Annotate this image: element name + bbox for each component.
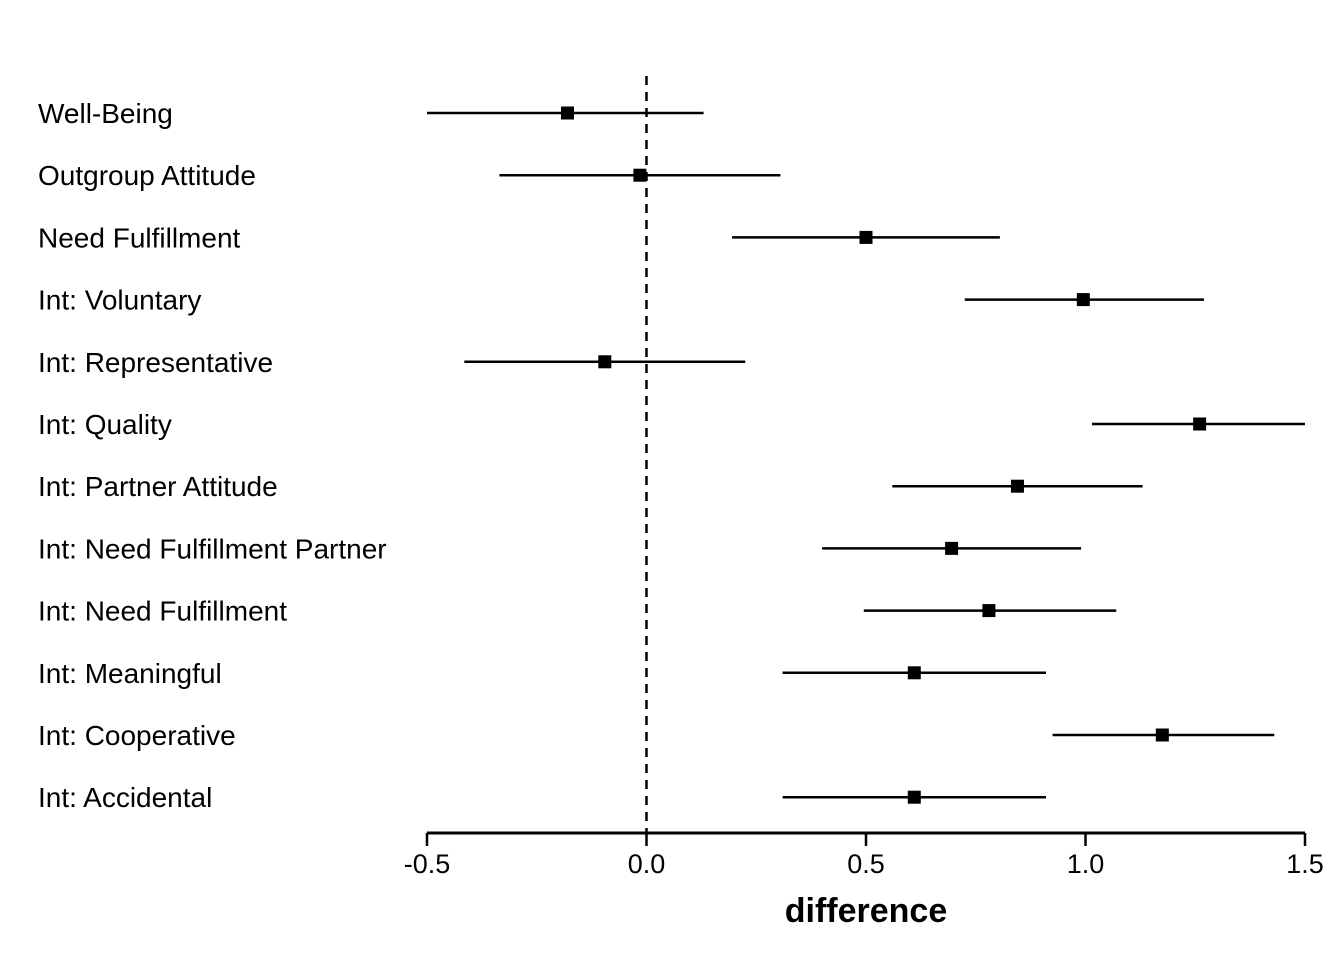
estimate-marker	[945, 541, 959, 555]
row-label: Int: Representative	[38, 347, 273, 378]
row-label: Well-Being	[38, 98, 173, 129]
x-axis-label: difference	[785, 892, 948, 930]
row-label: Need Fulfillment	[38, 222, 241, 253]
x-tick-label: 1.5	[1286, 849, 1324, 879]
estimate-marker	[598, 355, 612, 369]
estimate-marker	[1155, 728, 1169, 742]
estimate-marker	[560, 106, 574, 120]
row-label: Int: Accidental	[38, 782, 212, 813]
x-axis: -0.5 0.0 0.5 1.0 1.5	[404, 831, 1324, 879]
estimate-marker	[859, 230, 873, 244]
estimate-marker	[907, 790, 921, 804]
x-tick-label: 0.0	[628, 849, 666, 879]
x-tick-label: -0.5	[404, 849, 451, 879]
row-label: Int: Meaningful	[38, 658, 222, 689]
estimate-marker	[633, 168, 647, 182]
estimate-marker	[1076, 293, 1090, 307]
row-labels: Well-Being Outgroup Attitude Need Fulfillm…	[38, 98, 387, 813]
row-label: Int: Voluntary	[38, 285, 201, 316]
row-label: Int: Quality	[38, 409, 172, 440]
x-tick-label: 0.5	[847, 849, 885, 879]
estimate-marker	[907, 666, 921, 680]
row-label: Int: Partner Attitude	[38, 471, 278, 502]
estimates	[427, 106, 1305, 804]
estimate-marker	[982, 604, 996, 618]
estimate-marker	[1193, 417, 1207, 431]
x-tick-label: 1.0	[1067, 849, 1105, 879]
row-label: Int: Need Fulfillment Partner	[38, 533, 387, 564]
row-label: Int: Need Fulfillment	[38, 596, 287, 627]
row-label: Int: Cooperative	[38, 720, 236, 751]
estimate-marker	[1010, 479, 1024, 493]
row-label: Outgroup Attitude	[38, 160, 256, 191]
